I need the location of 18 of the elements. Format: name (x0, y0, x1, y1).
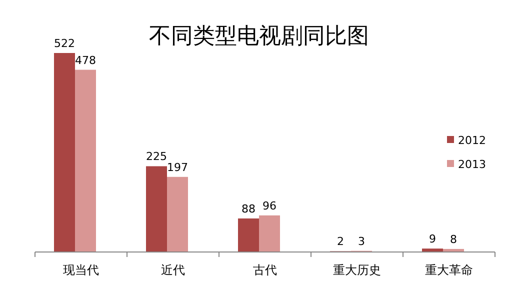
x-tick-label: 重大革命 (425, 263, 473, 277)
x-tick-label: 古代 (253, 263, 277, 277)
data-label: 8 (450, 232, 457, 246)
data-label: 9 (429, 232, 436, 246)
legend-label: 2012 (458, 134, 486, 147)
legend-label: 2013 (458, 158, 486, 171)
chart-title: 不同类型电视剧同比图 (149, 24, 369, 49)
x-tick-label: 重大历史 (333, 263, 381, 277)
data-label: 478 (75, 54, 96, 67)
data-label: 2 (337, 235, 344, 248)
data-label: 197 (167, 160, 188, 174)
data-label: 522 (54, 37, 75, 50)
data-label: 96 (262, 199, 276, 212)
x-tick-label: 现当代 (63, 263, 99, 277)
data-label: 3 (358, 234, 365, 248)
data-label: 88 (242, 202, 256, 216)
x-tick-label: 近代 (161, 263, 185, 277)
data-label: 225 (146, 150, 167, 164)
